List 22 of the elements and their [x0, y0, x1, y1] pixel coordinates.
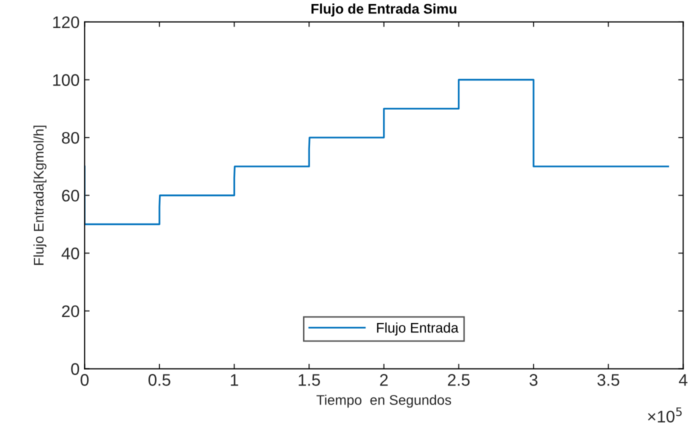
- text: ×10$^{5}$: [648, 407, 682, 423]
- x-tick-label: 3.5: [597, 374, 620, 386]
- chart-title: Flujo de Entrada Simu: [312, 4, 456, 16]
- x-tick-label: 1.5: [298, 374, 320, 386]
- x-tick-label: 0: [80, 374, 89, 386]
- y-axis-title: Flujo Entrada[Kgmol/h]: [33, 126, 46, 265]
- x-tick-label: 2: [380, 374, 388, 386]
- y-tick-label: 80: [62, 132, 80, 144]
- x-tick-label: 2.5: [448, 374, 470, 386]
- x-tick-label: 4: [678, 374, 688, 386]
- x-axis-title: Tiempo en Segundos: [316, 394, 452, 408]
- y-tick-label: 20: [62, 305, 80, 318]
- x-tick-label: 0.5: [148, 374, 170, 386]
- y-tick-label: 40: [62, 248, 80, 260]
- line-series: [84, 78, 670, 226]
- y-tick-label: 100: [53, 74, 80, 86]
- y-tick-label: 120: [53, 16, 80, 28]
- y-tick-label: 0: [71, 363, 80, 375]
- x-tick-label: 3: [530, 374, 538, 386]
- x-tick-label: 1: [230, 374, 238, 386]
- y-tick-label: 60: [62, 190, 80, 202]
- legend-label: Flujo Entrada: [377, 322, 459, 336]
